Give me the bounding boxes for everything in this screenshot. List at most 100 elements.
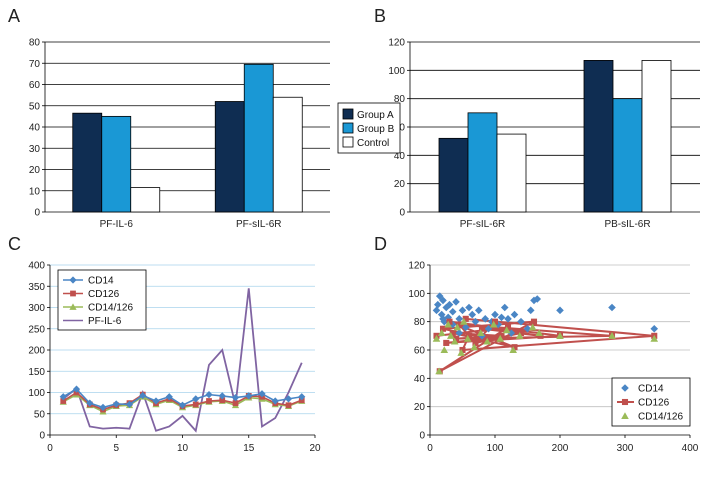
y-tick-label: 200	[28, 346, 45, 357]
data-point	[504, 324, 512, 331]
legend-label: CD14/126	[638, 412, 683, 423]
data-point	[496, 334, 504, 342]
data-point	[478, 325, 486, 332]
legend-label: CD126	[638, 398, 670, 409]
data-point	[462, 315, 469, 322]
data-point	[298, 393, 306, 401]
data-point	[459, 346, 466, 354]
y-tick-label: 10	[29, 186, 41, 197]
y-tick-label: 20	[394, 179, 406, 190]
data-point	[245, 392, 253, 400]
data-point	[86, 399, 94, 407]
data-point	[434, 300, 442, 309]
data-point	[456, 321, 463, 328]
data-point	[465, 303, 473, 312]
x-category-label: PF-sIL-6R	[236, 219, 282, 230]
data-point	[444, 313, 452, 322]
data-point	[509, 346, 517, 354]
data-point	[556, 306, 564, 315]
data-point	[450, 337, 459, 345]
panel-label-b: B	[374, 6, 386, 26]
data-point	[69, 276, 77, 284]
y-tick-label: 0	[399, 208, 405, 219]
data-point	[526, 306, 535, 315]
data-point	[152, 397, 160, 405]
bar	[496, 133, 527, 213]
data-point	[439, 315, 447, 323]
panel-label-c: C	[8, 234, 21, 254]
legend-label: Group B	[357, 124, 395, 135]
y-tick-label: 20	[29, 165, 41, 176]
data-point	[139, 391, 147, 400]
legend-group-ab: Group A Group B Control	[337, 102, 401, 154]
x-tick-label: 0	[427, 443, 433, 454]
y-tick-label: 50	[34, 409, 46, 420]
data-point	[483, 337, 491, 345]
y-tick-label: 0	[39, 431, 45, 442]
data-point	[470, 343, 478, 351]
data-point	[457, 349, 465, 356]
y-tick-label: 250	[28, 324, 45, 335]
data-point	[432, 334, 441, 342]
series-line	[62, 288, 303, 433]
legend-label: CD14	[88, 276, 114, 287]
data-point	[99, 403, 107, 411]
data-point	[500, 303, 509, 312]
data-point	[452, 335, 460, 342]
data-point	[533, 295, 542, 303]
y-tick-label: 100	[388, 66, 405, 77]
data-point	[271, 397, 279, 405]
bar	[612, 98, 643, 213]
data-point	[476, 329, 485, 337]
data-point	[530, 296, 538, 305]
legend-label: CD14	[638, 384, 664, 395]
y-tick-label: 20	[414, 402, 426, 413]
data-point	[608, 303, 616, 312]
data-point	[502, 326, 511, 334]
data-point	[446, 318, 453, 325]
data-point	[481, 315, 490, 323]
data-point	[528, 323, 537, 331]
legend-swatch	[342, 136, 354, 148]
legend-swatch	[342, 108, 354, 120]
data-point	[453, 323, 462, 331]
data-point	[491, 318, 499, 325]
x-tick-label: 10	[177, 443, 189, 454]
data-point	[437, 329, 446, 337]
data-point	[72, 385, 81, 393]
data-point	[489, 320, 498, 328]
legend-label: Group A	[357, 110, 394, 121]
data-point	[507, 329, 516, 337]
y-tick-label: 150	[28, 367, 45, 378]
data-point	[485, 335, 492, 342]
series-line	[436, 317, 655, 373]
data-point	[523, 324, 532, 333]
y-tick-label: 80	[29, 38, 41, 49]
bar	[243, 63, 274, 213]
x-tick-label: 15	[243, 443, 255, 454]
data-point	[232, 400, 239, 407]
data-point	[192, 395, 200, 403]
data-point	[284, 395, 293, 403]
data-point	[650, 324, 659, 333]
data-point	[650, 334, 659, 342]
data-point	[258, 390, 266, 398]
data-point	[165, 393, 173, 401]
y-tick-label: 100	[28, 388, 45, 399]
y-tick-label: 40	[29, 123, 41, 134]
y-tick-label: 60	[414, 346, 426, 357]
x-tick-label: 400	[682, 443, 699, 454]
bar	[272, 96, 303, 213]
data-point	[69, 303, 77, 310]
bar	[641, 60, 672, 213]
chart-a: 0 10 20 30 40 50 60 70 80 PF-IL-6 PF-sIL-6R	[29, 38, 330, 230]
data-point	[498, 332, 505, 339]
x-category-label: PF-sIL-6R	[460, 219, 506, 230]
panel-label-d: D	[374, 234, 387, 254]
data-point	[510, 310, 519, 319]
legend-label: PF-IL-6	[88, 316, 122, 327]
data-point	[432, 306, 441, 315]
data-point	[178, 401, 187, 409]
